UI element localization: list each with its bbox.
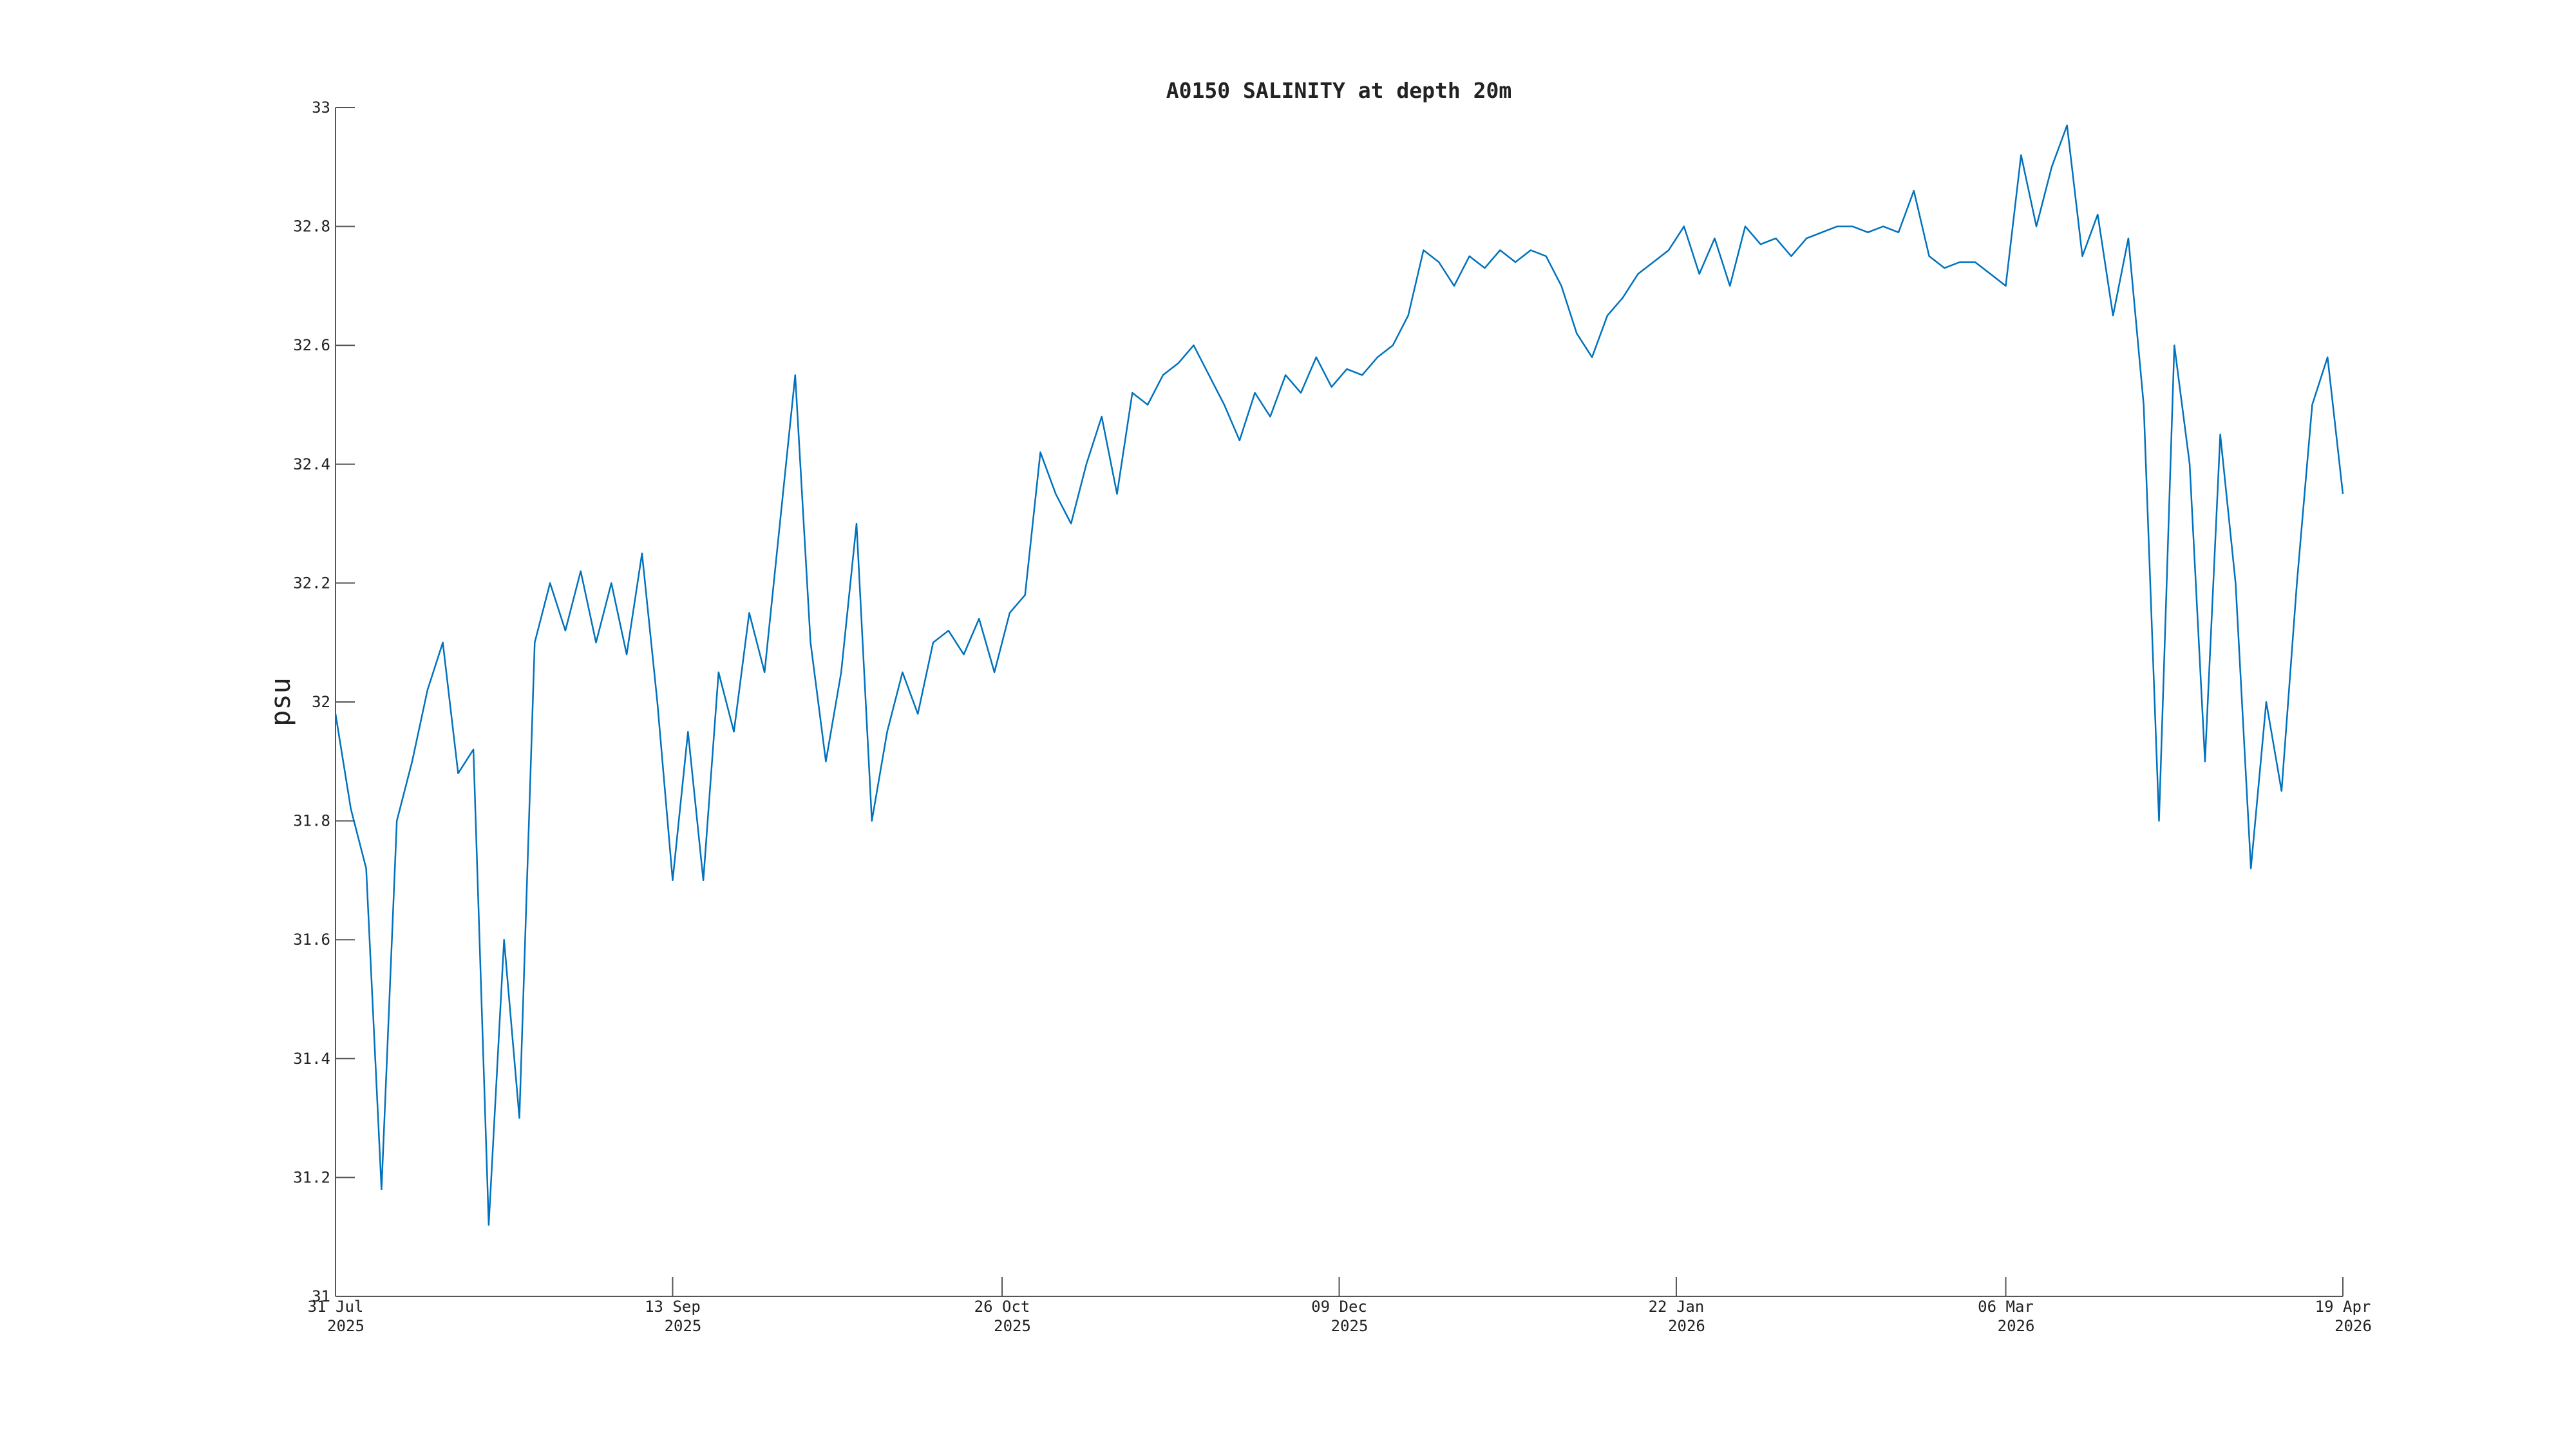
y-tick-label: 32.6 bbox=[293, 336, 330, 354]
x-tick-label: 22 Jan bbox=[1649, 1298, 1705, 1316]
y-axis-label: psu bbox=[265, 677, 296, 726]
x-tick-label: 09 Dec bbox=[1311, 1298, 1367, 1316]
x-tick-label: 06 Mar bbox=[1978, 1298, 2034, 1316]
y-tick-label: 32.2 bbox=[293, 574, 330, 592]
x-tick-label: 2025 bbox=[994, 1317, 1031, 1335]
y-tick-label: 31 bbox=[312, 1287, 330, 1305]
x-tick-label: 2026 bbox=[1668, 1317, 1705, 1335]
y-tick-label: 31.2 bbox=[293, 1168, 330, 1186]
x-tick-label: 2026 bbox=[1998, 1317, 2035, 1335]
y-tick-label: 31.8 bbox=[293, 812, 330, 830]
y-tick-label: 32 bbox=[312, 693, 330, 711]
x-tick-label: 2025 bbox=[665, 1317, 702, 1335]
y-tick-label: 31.6 bbox=[293, 931, 330, 949]
y-tick-label: 32.4 bbox=[293, 455, 330, 473]
data-line bbox=[334, 124, 2344, 1226]
x-tick-label: 13 Sep bbox=[645, 1298, 701, 1316]
x-tick-label: 19 Apr bbox=[2315, 1298, 2371, 1316]
x-tick-label: 2026 bbox=[2334, 1317, 2372, 1335]
x-tick-label: 2025 bbox=[1331, 1317, 1368, 1335]
x-tick-label: 26 Oct bbox=[974, 1298, 1030, 1316]
x-tick-label: 31 Jul bbox=[308, 1298, 364, 1316]
x-tick-label: 2025 bbox=[327, 1317, 365, 1335]
y-tick-label: 31.4 bbox=[293, 1050, 330, 1068]
y-tick-label: 33 bbox=[312, 99, 330, 117]
chart-title: A0150 SALINITY at depth 20m bbox=[1166, 78, 1511, 103]
y-tick-label: 32.8 bbox=[293, 218, 330, 236]
